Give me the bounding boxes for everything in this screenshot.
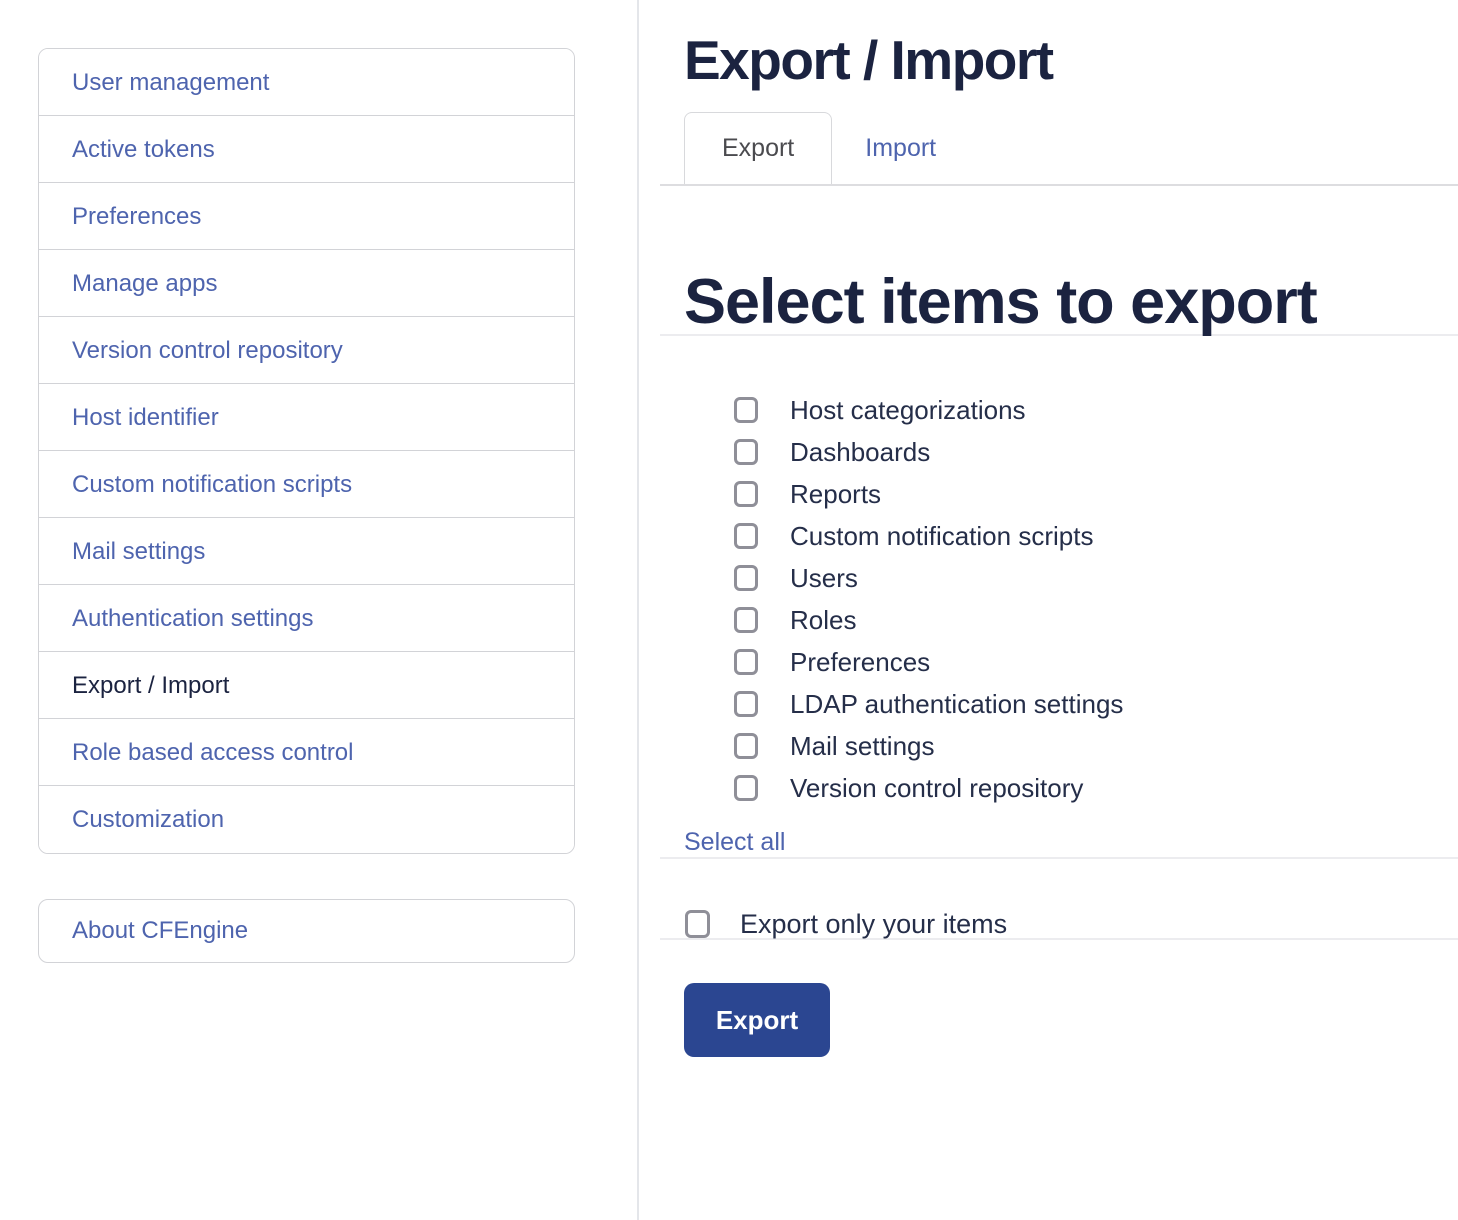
sidebar-item-mail-settings[interactable]: Mail settings: [39, 518, 574, 585]
export-items-list: Host categorizations Dashboards Reports Cus…: [660, 389, 1458, 809]
export-item-reports[interactable]: Reports: [660, 473, 1458, 515]
section-divider: [660, 857, 1458, 859]
export-item-ldap-authentication-settings[interactable]: LDAP authentication settings: [660, 683, 1458, 725]
sidebar-item-preferences[interactable]: Preferences: [39, 183, 574, 250]
tab-export[interactable]: Export: [684, 112, 833, 184]
checkbox-icon[interactable]: [734, 607, 758, 633]
checkbox-icon[interactable]: [734, 775, 758, 801]
checkbox-icon[interactable]: [734, 523, 758, 549]
export-item-users[interactable]: Users: [660, 557, 1458, 599]
checkbox-icon[interactable]: [734, 439, 758, 465]
checkbox-icon[interactable]: [685, 910, 710, 938]
checkbox-icon[interactable]: [734, 565, 758, 591]
export-item-label: Preferences: [790, 646, 931, 677]
export-item-label: Mail settings: [790, 730, 935, 761]
section-divider: [660, 334, 1458, 336]
export-item-mail-settings[interactable]: Mail settings: [660, 725, 1458, 767]
sidebar-item-about-cfengine[interactable]: About CFEngine: [38, 899, 575, 963]
export-only-your-items-label: Export only your items: [740, 908, 1008, 939]
export-item-label: Custom notification scripts: [790, 520, 1094, 551]
export-item-version-control-repository[interactable]: Version control repository: [660, 767, 1458, 809]
sidebar-item-customization[interactable]: Customization: [39, 786, 574, 853]
checkbox-icon[interactable]: [734, 481, 758, 507]
export-item-label: Dashboards: [790, 436, 931, 467]
settings-nav: User management Active tokens Preferences M…: [38, 48, 575, 854]
checkbox-icon[interactable]: [734, 649, 758, 675]
sidebar-item-user-management[interactable]: User management: [39, 49, 574, 116]
sidebar-item-export-import[interactable]: Export / Import: [39, 652, 574, 719]
main-content: Export / Import Export Import Select ite…: [660, 0, 1458, 1057]
sidebar-item-manage-apps[interactable]: Manage apps: [39, 250, 574, 317]
page-title: Export / Import: [684, 29, 1054, 91]
export-item-label: Host categorizations: [790, 394, 1026, 425]
sidebar-item-authentication-settings[interactable]: Authentication settings: [39, 585, 574, 652]
export-item-label: Reports: [790, 478, 882, 509]
export-item-label: Version control repository: [790, 772, 1084, 803]
export-item-preferences[interactable]: Preferences: [660, 641, 1458, 683]
checkbox-icon[interactable]: [734, 733, 758, 759]
export-item-custom-notification-scripts[interactable]: Custom notification scripts: [660, 515, 1458, 557]
tab-bar: Export Import: [660, 112, 1458, 186]
select-all-link[interactable]: Select all: [684, 828, 786, 856]
section-divider: [660, 938, 1458, 940]
section-heading: Select items to export: [684, 267, 1318, 337]
export-only-your-items-option[interactable]: Export only your items: [660, 908, 1458, 939]
sidebar-item-role-based-access-control[interactable]: Role based access control: [39, 719, 574, 786]
checkbox-icon[interactable]: [734, 691, 758, 717]
tab-import[interactable]: Import: [865, 133, 937, 162]
checkbox-icon[interactable]: [734, 397, 758, 423]
export-item-label: Users: [790, 562, 858, 593]
export-item-dashboards[interactable]: Dashboards: [660, 431, 1458, 473]
settings-sidebar: User management Active tokens Preferences M…: [38, 48, 575, 963]
sidebar-item-host-identifier[interactable]: Host identifier: [39, 384, 574, 451]
export-item-label: Roles: [790, 604, 857, 635]
export-item-host-categorizations[interactable]: Host categorizations: [660, 389, 1458, 431]
sidebar-item-custom-notification-scripts[interactable]: Custom notification scripts: [39, 451, 574, 518]
main-divider: [637, 0, 639, 1220]
sidebar-item-active-tokens[interactable]: Active tokens: [39, 116, 574, 183]
export-button[interactable]: Export: [684, 983, 830, 1057]
export-item-label: LDAP authentication settings: [790, 688, 1124, 719]
export-item-roles[interactable]: Roles: [660, 599, 1458, 641]
sidebar-item-version-control-repository[interactable]: Version control repository: [39, 317, 574, 384]
